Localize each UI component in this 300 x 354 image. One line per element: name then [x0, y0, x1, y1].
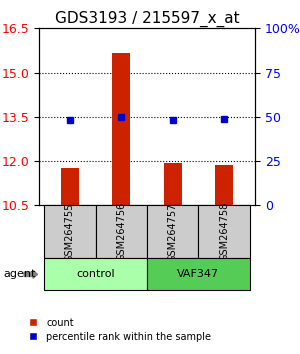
Text: GSM264757: GSM264757: [168, 202, 178, 262]
FancyBboxPatch shape: [44, 205, 96, 258]
Bar: [112, 53, 130, 205]
Text: control: control: [76, 269, 115, 279]
Title: GDS3193 / 215597_x_at: GDS3193 / 215597_x_at: [55, 11, 239, 27]
Text: agent: agent: [3, 269, 35, 279]
Text: GSM264758: GSM264758: [219, 202, 229, 262]
FancyBboxPatch shape: [96, 205, 147, 258]
Text: VAF347: VAF347: [177, 269, 220, 279]
FancyBboxPatch shape: [44, 258, 147, 290]
Bar: [215, 166, 233, 205]
FancyBboxPatch shape: [147, 258, 250, 290]
FancyBboxPatch shape: [198, 205, 250, 258]
Text: GSM264755: GSM264755: [65, 202, 75, 262]
Legend: count, percentile rank within the sample: count, percentile rank within the sample: [20, 314, 215, 346]
FancyBboxPatch shape: [147, 205, 198, 258]
Bar: [61, 169, 79, 205]
Text: GSM264756: GSM264756: [116, 202, 126, 262]
Bar: [164, 162, 182, 205]
